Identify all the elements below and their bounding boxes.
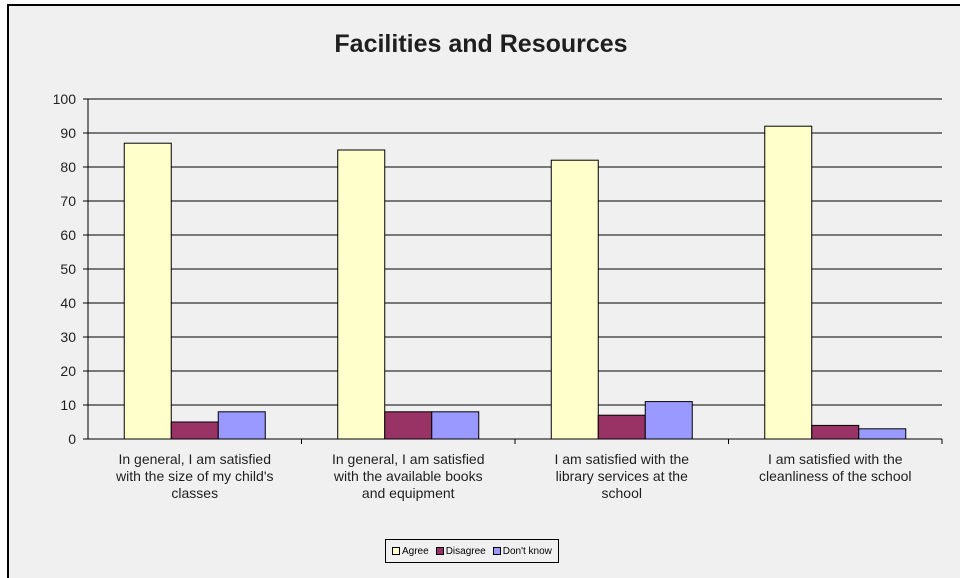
bar-agree (337, 149, 386, 440)
x-category-label: with the size of my child's (115, 468, 274, 484)
x-category-label: library services at the (556, 468, 688, 484)
x-category-label: I am satisfied with the (768, 451, 903, 467)
bar-don-t-know (217, 411, 266, 440)
legend-item: Disagree (435, 545, 486, 557)
legend-label: Agree (402, 545, 429, 557)
y-tick-label: 50 (60, 261, 76, 277)
x-category-label: In general, I am satisfied (332, 451, 485, 467)
bar-agree (764, 125, 813, 440)
bar-disagree (170, 421, 219, 440)
legend-swatch (392, 547, 400, 555)
legend-label: Don't know (502, 545, 552, 557)
bar-agree (550, 159, 599, 440)
y-tick-label: 70 (60, 193, 76, 209)
legend-swatch (492, 547, 501, 555)
bar-don-t-know (858, 428, 907, 440)
y-tick-label: 40 (60, 295, 76, 311)
bar-agree (123, 142, 172, 440)
y-tick-label: 30 (60, 329, 76, 345)
bar-disagree (597, 414, 646, 440)
x-category-label: school (602, 485, 642, 501)
x-category-label: In general, I am satisfied (118, 451, 271, 467)
x-category-label: classes (171, 485, 218, 501)
chart-legend: Agree Disagree Don't know (385, 539, 559, 563)
y-tick-label: 60 (60, 227, 76, 243)
x-category-label: with the available books (333, 468, 483, 484)
x-category-label: and equipment (362, 485, 455, 501)
y-tick-label: 20 (60, 363, 76, 379)
bar-disagree (384, 411, 433, 440)
legend-item: Don't know (492, 545, 552, 557)
y-tick-label: 10 (60, 397, 76, 413)
bar-don-t-know (644, 401, 693, 440)
y-tick-label: 90 (60, 125, 76, 141)
bar-disagree (811, 424, 860, 440)
y-tick-label: 0 (68, 431, 76, 447)
x-category-label: I am satisfied with the (554, 451, 689, 467)
y-tick-label: 100 (53, 91, 77, 107)
bar-don-t-know (431, 411, 480, 440)
legend-label: Disagree (445, 545, 486, 557)
legend-item: Agree (392, 546, 429, 557)
chart-title: Facilities and Resources (334, 30, 628, 58)
x-category-label: cleanliness of the school (759, 468, 912, 484)
legend-swatch (435, 547, 444, 555)
y-tick-label: 80 (60, 159, 76, 175)
